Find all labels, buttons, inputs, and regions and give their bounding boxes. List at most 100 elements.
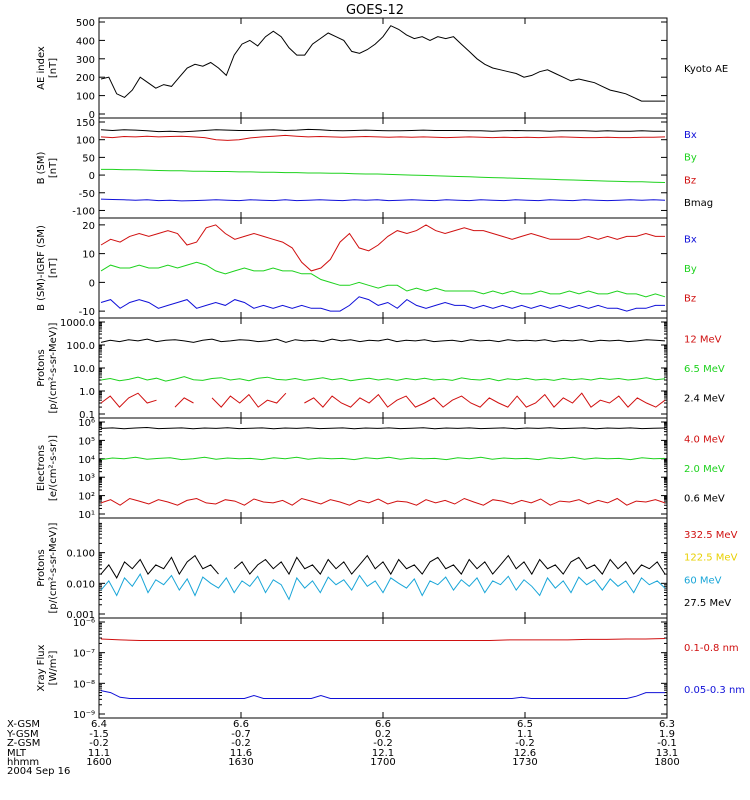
x-tick-value: -1.5: [89, 729, 109, 740]
y-tick-label: 10.0: [73, 364, 95, 375]
x-tick-value: -0.2: [373, 738, 393, 749]
y-tick-label: 0.010: [66, 579, 95, 590]
panel-frame: [98, 17, 668, 119]
y-tick-label: 10¹: [78, 510, 95, 521]
x-row-label: X-GSM: [7, 719, 40, 730]
x-tick-value: 1600: [86, 757, 111, 768]
y-tick-label: 100: [76, 136, 95, 147]
panel-7: 10⁻⁹ 10⁻⁸ 10⁻⁷ 10⁻⁶ Xray Flux [W/m²] 0.1-0.8 n…: [36, 617, 745, 721]
series-line-1: [100, 426, 666, 430]
series-line-1: [100, 224, 665, 272]
series-line-2: [100, 690, 665, 699]
x-tick-value: 0.2: [375, 729, 391, 740]
series-line-1: [100, 338, 666, 343]
panel-frame: [98, 517, 668, 619]
legend-entry: Bmag: [684, 198, 713, 209]
legend-entry: By: [684, 264, 697, 275]
x-tick-value: 6.4: [91, 719, 107, 730]
x-row-label: 2004 Sep 16: [7, 766, 70, 777]
y-tick-label: 10⁴: [78, 455, 95, 466]
series-line-2: [100, 134, 666, 141]
panel-4: 0.1 1.0 10.0 100.0 1000.0 Protons [p/(cm²-s-sr…: [36, 317, 725, 421]
y-axis-label: Protons: [36, 549, 47, 586]
series-line-2: [100, 261, 666, 298]
y-tick-label: 0.100: [66, 549, 95, 560]
legend-entry: 0.6 MeV: [684, 493, 725, 504]
y-tick-label: 10⁻⁶: [73, 618, 95, 629]
x-row-label: Y-GSM: [6, 729, 39, 740]
y-axis-label: Xray Flux: [36, 644, 47, 691]
y-tick-label: 0: [89, 110, 95, 121]
legend-entry: By: [684, 153, 697, 164]
panel-frame: [98, 117, 668, 219]
series-line-3: [100, 296, 665, 312]
y-axis-label: [W/m²]: [48, 650, 59, 685]
x-tick-value: 1.1: [517, 729, 533, 740]
x-row-label: MLT: [7, 748, 27, 759]
y-tick-label: 300: [76, 55, 95, 66]
y-tick-label: 1.0: [79, 387, 95, 398]
legend-entry: 0.1-0.8 nm: [684, 643, 739, 654]
x-tick-value: 1800: [654, 757, 679, 768]
series-line-2: [100, 456, 666, 461]
panel-6: 0.001 0.010 0.100 Protons [p/(cm²-s-sr-MeV)]…: [36, 517, 738, 621]
series-line-3: [101, 168, 666, 183]
y-tick-label: 500: [76, 18, 95, 29]
plot-title: GOES-12: [346, 3, 404, 18]
legend-entry: Bz: [684, 175, 696, 186]
legend-entry: 27.5 MeV: [684, 598, 731, 609]
legend-entry: 60 MeV: [684, 575, 722, 586]
series-line-1: [100, 25, 665, 102]
y-axis-label: [p/(cm²-s-sr-MeV)]: [48, 322, 59, 413]
legend-entry: 12 MeV: [684, 335, 722, 346]
panel-2: -100 -50 0 50 100 150 B (SM) [nT] Bx By Bz Bmag: [36, 117, 713, 219]
y-tick-label: 10³: [78, 473, 95, 484]
y-tick-label: 10: [82, 250, 95, 261]
y-tick-label: 10⁻⁹: [73, 710, 95, 721]
y-tick-label: 100: [76, 92, 95, 103]
x-tick-value: 13.1: [656, 748, 678, 759]
legend-entry: 2.4 MeV: [684, 393, 725, 404]
y-tick-label: 10⁻⁸: [73, 679, 95, 690]
y-axis-label: Electrons: [36, 445, 47, 491]
x-tick-value: -0.2: [515, 738, 535, 749]
x-tick-value: -0.7: [231, 729, 251, 740]
y-tick-label: 100.0: [66, 341, 95, 352]
x-tick-value: 12.6: [514, 748, 536, 759]
y-axis-label: [e/(cm²-s-sr)]: [48, 435, 59, 501]
y-tick-label: 50: [82, 153, 95, 164]
y-tick-label: 200: [76, 73, 95, 84]
panel-3: -10 0 10 20 B (SM)-IGRF (SM) [nT] Bx By Bz: [36, 217, 697, 319]
y-tick-label: -50: [79, 189, 95, 200]
panel-frame: [98, 417, 668, 519]
panel-frame: [98, 217, 668, 319]
y-tick-label: 400: [76, 36, 95, 47]
series-line-4: [100, 198, 666, 202]
legend-entry: 6.5 MeV: [684, 364, 725, 375]
series-line-2: [100, 573, 666, 601]
x-tick-value: 1730: [512, 757, 537, 768]
y-tick-label: 10²: [78, 492, 95, 503]
panel-5: 10¹ 10² 10³ 10⁴ 10⁵ 10⁶ Electrons [e/(cm²-s-sr)…: [36, 417, 725, 521]
series-line-1: [100, 128, 665, 133]
legend-entry: 332.5 MeV: [684, 530, 738, 541]
panel-frame: [98, 617, 668, 719]
y-axis-label: [nT]: [48, 258, 59, 278]
x-tick-value: 1700: [370, 757, 395, 768]
x-tick-value: 6.5: [517, 719, 533, 730]
panel-frame: [98, 317, 668, 419]
y-tick-label: 10⁶: [78, 418, 95, 429]
x-tick-value: 6.3: [659, 719, 675, 730]
y-tick-label: -100: [72, 206, 95, 217]
y-axis-label: Protons: [36, 349, 47, 386]
y-axis-label: [p/(cm²-s-sr-MeV)]: [48, 522, 59, 613]
panel-1: 0 100 200 300 400 500 AE index [nT] Kyoto AE: [36, 17, 728, 121]
y-tick-label: 0: [89, 278, 95, 289]
y-tick-label: 0.1: [79, 410, 95, 421]
series-line-3: [100, 392, 666, 408]
y-axis-label: B (SM): [36, 151, 47, 184]
legend-entry: Bz: [684, 293, 696, 304]
